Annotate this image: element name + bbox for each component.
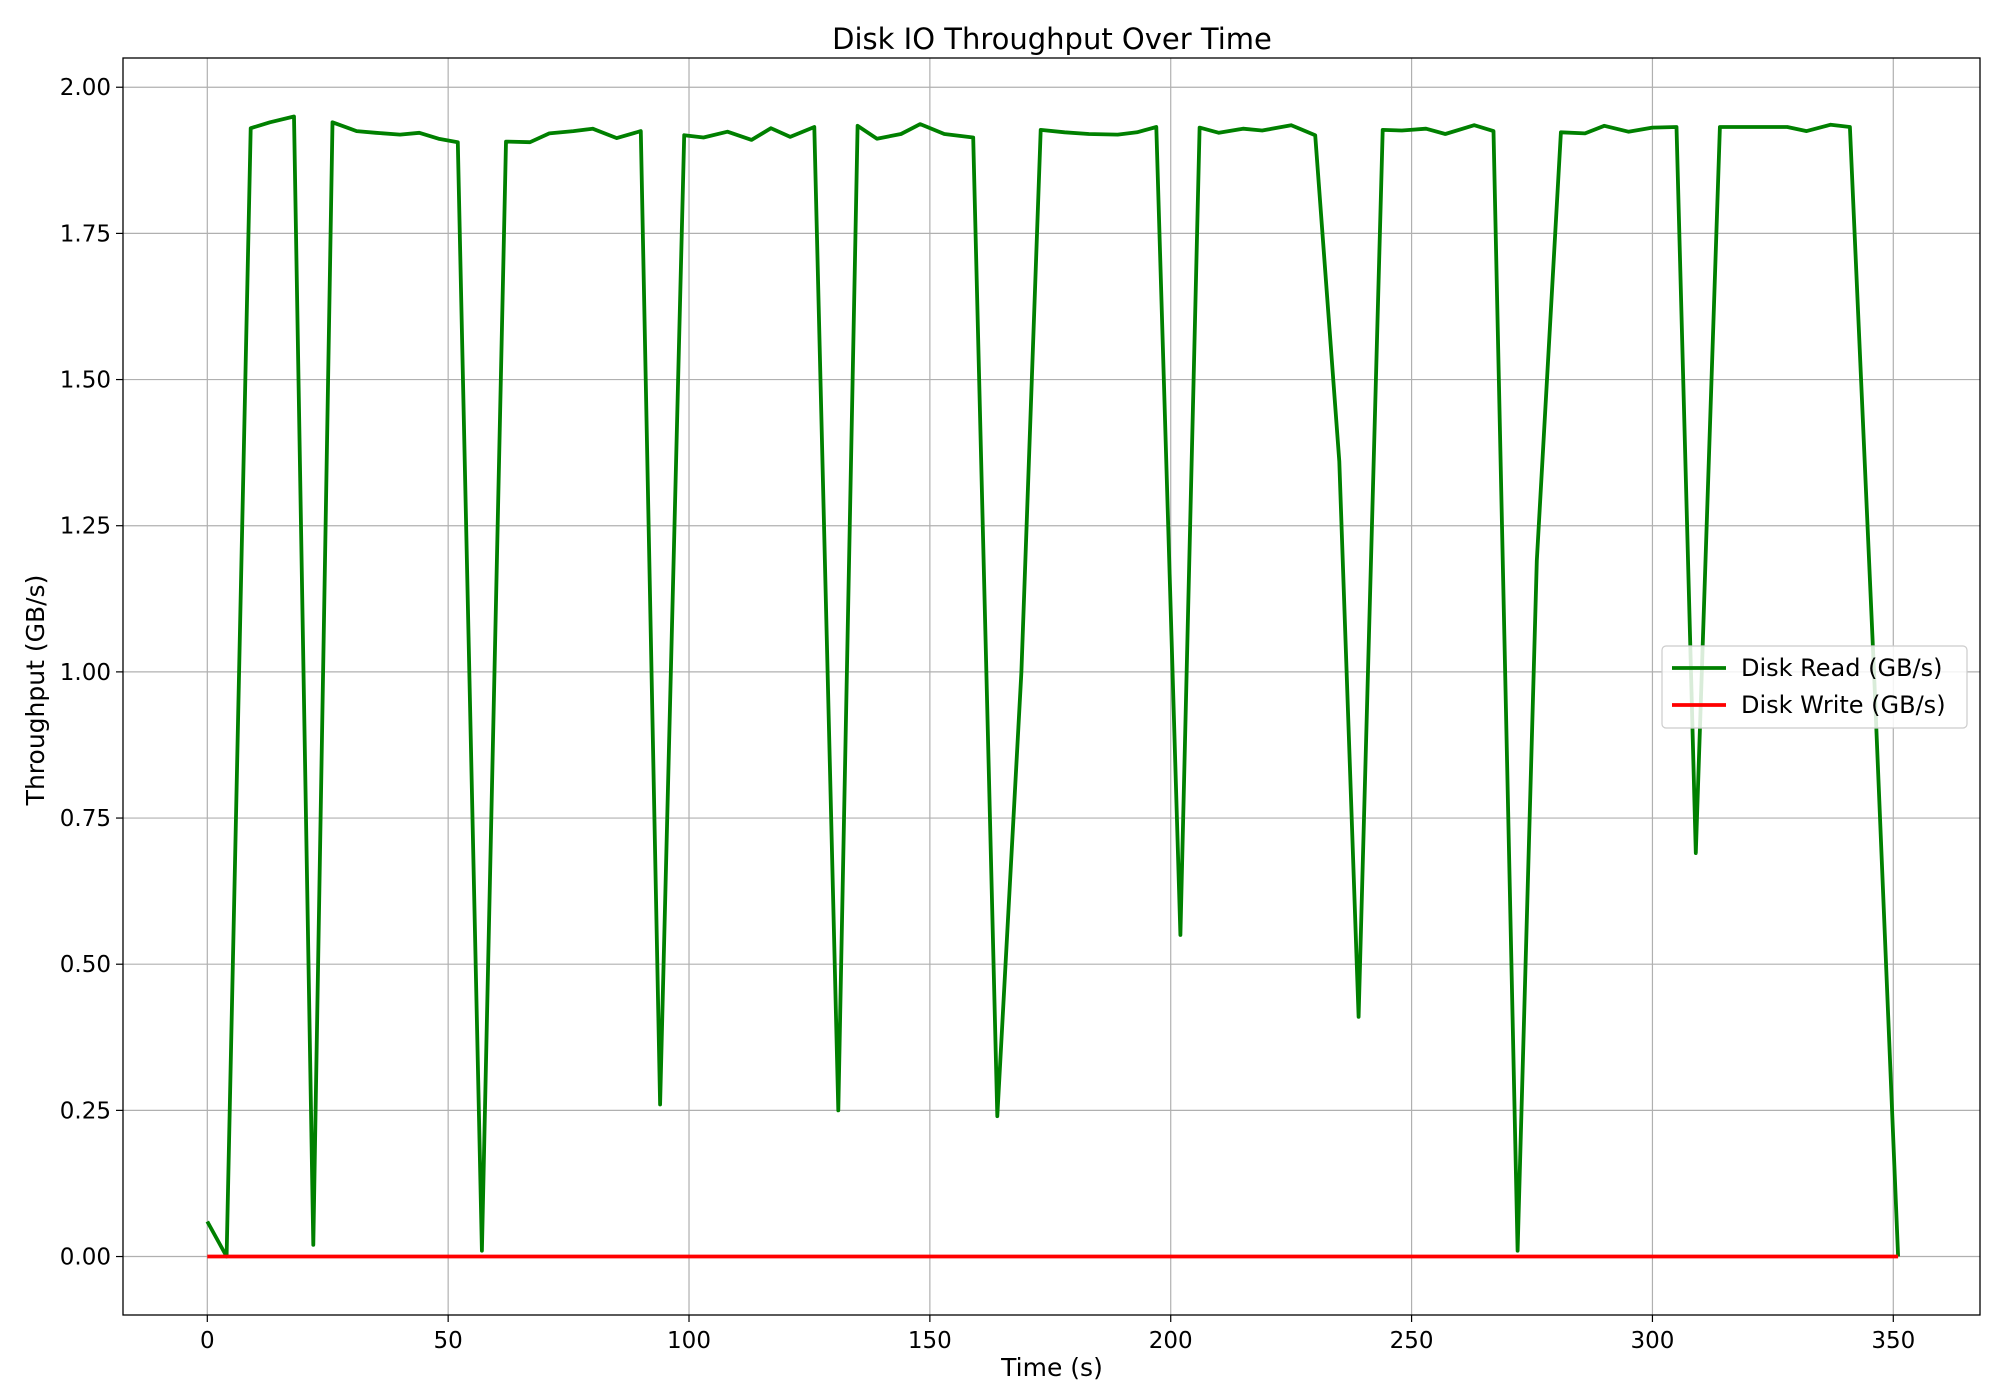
x-tick-label: 0	[200, 1328, 215, 1354]
y-tick-label: 1.25	[60, 514, 111, 540]
legend-label: Disk Write (GB/s)	[1741, 691, 1946, 719]
legend: Disk Read (GB/s) Disk Write (GB/s)	[1661, 645, 1968, 729]
x-axis-label: Time (s)	[1000, 1353, 1103, 1382]
y-axis-label: Throughput (GB/s)	[21, 575, 50, 807]
legend-label: Disk Read (GB/s)	[1741, 654, 1943, 682]
y-tick-label: 2.00	[60, 75, 111, 101]
chart-title: Disk IO Throughput Over Time	[832, 22, 1272, 56]
y-tick-label: 0.00	[60, 1245, 111, 1271]
series-layer	[205, 114, 1900, 1259]
y-tick-label: 1.75	[60, 221, 111, 247]
x-tick-label: 350	[1871, 1328, 1915, 1354]
legend-box	[1661, 645, 1968, 729]
y-tick-label: 0.75	[60, 806, 111, 832]
y-tick-label: 1.00	[60, 660, 111, 686]
y-tick-label: 0.25	[60, 1098, 111, 1124]
plot-frame	[122, 57, 1981, 1316]
y-tick-label: 1.50	[60, 368, 111, 394]
x-tick-label: 300	[1630, 1328, 1674, 1354]
x-tick-label: 250	[1390, 1328, 1434, 1354]
y-tick-label: 0.50	[60, 952, 111, 978]
x-axis: 0 50 100 150 200 250 300 350	[200, 1315, 1915, 1354]
x-tick-label: 50	[434, 1328, 463, 1354]
series-line-disk-read	[205, 114, 1900, 1259]
y-axis: 0.00 0.25 0.50 0.75 1.00 1.25 1.50 1.75 2.00	[60, 75, 123, 1271]
x-tick-label: 200	[1149, 1328, 1193, 1354]
x-tick-label: 150	[908, 1328, 952, 1354]
x-tick-label: 100	[667, 1328, 711, 1354]
